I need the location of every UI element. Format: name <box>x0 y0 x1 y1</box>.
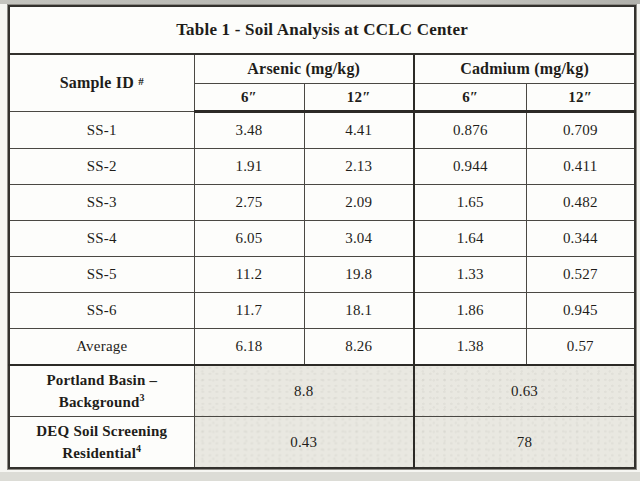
sample-rows: SS-13.484.410.8760.709SS-21.912.130.9440… <box>9 112 635 366</box>
ref-label-line1: DEQ Soil Screening <box>36 423 167 439</box>
sample-id-number-symbol: # <box>138 75 144 87</box>
value-cell: 18.1 <box>304 293 414 329</box>
arsenic-depth-12: 12″ <box>304 84 414 112</box>
value-cell: 6.18 <box>194 329 304 366</box>
value-cell: 0.945 <box>526 293 635 329</box>
table-header: Table 1 - Soil Analysis at CCLC Center S… <box>9 6 635 112</box>
reference-rows: Portland Basin – Background3 8.8 0.63 DE… <box>9 365 635 468</box>
value-cell: 0.944 <box>414 149 526 185</box>
value-cell: 1.38 <box>414 329 526 366</box>
group-header-row: Sample ID # Arsenic (mg/kg) Cadmium (mg/… <box>9 54 635 84</box>
portland-background-label: Portland Basin – Background3 <box>9 365 194 417</box>
portland-cadmium-value: 0.63 <box>414 365 635 417</box>
sample-id-cell: SS-6 <box>9 293 194 329</box>
deq-cadmium-value: 78 <box>414 417 635 469</box>
ref-label-line1: Portland Basin – <box>46 372 157 388</box>
table-row: SS-46.053.041.640.344 <box>9 221 635 257</box>
cadmium-depth-6: 6″ <box>414 84 526 112</box>
sample-id-header: Sample ID # <box>9 54 194 112</box>
value-cell: 2.09 <box>304 185 414 221</box>
value-cell: 1.86 <box>414 293 526 329</box>
cadmium-group-header: Cadmium (mg/kg) <box>414 54 635 84</box>
value-cell: 0.57 <box>526 329 635 366</box>
ref-label-line2: Residential <box>62 445 136 461</box>
value-cell: 4.41 <box>304 112 414 149</box>
table-row: SS-611.718.11.860.945 <box>9 293 635 329</box>
value-cell: 1.91 <box>194 149 304 185</box>
deq-screening-label: DEQ Soil Screening Residential4 <box>9 417 194 469</box>
soil-analysis-table: Table 1 - Soil Analysis at CCLC Center S… <box>8 5 636 469</box>
footnote-marker: 4 <box>136 443 141 454</box>
table-row: SS-511.219.81.330.527 <box>9 257 635 293</box>
title-row: Table 1 - Soil Analysis at CCLC Center <box>9 6 635 54</box>
scan-edge-artifact-top <box>0 0 640 4</box>
ref-label-line2: Background <box>59 394 140 410</box>
sample-id-cell: SS-4 <box>9 221 194 257</box>
arsenic-group-header: Arsenic (mg/kg) <box>194 54 414 84</box>
value-cell: 0.876 <box>414 112 526 149</box>
sample-id-cell: SS-5 <box>9 257 194 293</box>
scan-edge-artifact-bottom <box>0 472 640 481</box>
cadmium-depth-12: 12″ <box>526 84 635 112</box>
footnote-marker: 3 <box>140 392 145 403</box>
sample-id-cell: Average <box>9 329 194 366</box>
sample-id-label: Sample ID <box>60 74 134 91</box>
deq-arsenic-value: 0.43 <box>194 417 414 469</box>
value-cell: 3.48 <box>194 112 304 149</box>
value-cell: 3.04 <box>304 221 414 257</box>
sample-id-cell: SS-2 <box>9 149 194 185</box>
value-cell: 0.344 <box>526 221 635 257</box>
sample-id-cell: SS-1 <box>9 112 194 149</box>
value-cell: 19.8 <box>304 257 414 293</box>
table-row: SS-32.752.091.650.482 <box>9 185 635 221</box>
value-cell: 0.527 <box>526 257 635 293</box>
value-cell: 1.64 <box>414 221 526 257</box>
value-cell: 2.13 <box>304 149 414 185</box>
table-row: SS-21.912.130.9440.411 <box>9 149 635 185</box>
value-cell: 0.709 <box>526 112 635 149</box>
value-cell: 0.482 <box>526 185 635 221</box>
value-cell: 1.65 <box>414 185 526 221</box>
arsenic-depth-6: 6″ <box>194 84 304 112</box>
value-cell: 0.411 <box>526 149 635 185</box>
table-row: Average6.188.261.380.57 <box>9 329 635 366</box>
value-cell: 11.2 <box>194 257 304 293</box>
table-row-deq-screening: DEQ Soil Screening Residential4 0.43 78 <box>9 417 635 469</box>
table-row: SS-13.484.410.8760.709 <box>9 112 635 149</box>
value-cell: 11.7 <box>194 293 304 329</box>
table-row-portland-background: Portland Basin – Background3 8.8 0.63 <box>9 365 635 417</box>
portland-arsenic-value: 8.8 <box>194 365 414 417</box>
value-cell: 8.26 <box>304 329 414 366</box>
sample-id-cell: SS-3 <box>9 185 194 221</box>
value-cell: 1.33 <box>414 257 526 293</box>
value-cell: 2.75 <box>194 185 304 221</box>
table-title: Table 1 - Soil Analysis at CCLC Center <box>9 6 635 54</box>
value-cell: 6.05 <box>194 221 304 257</box>
